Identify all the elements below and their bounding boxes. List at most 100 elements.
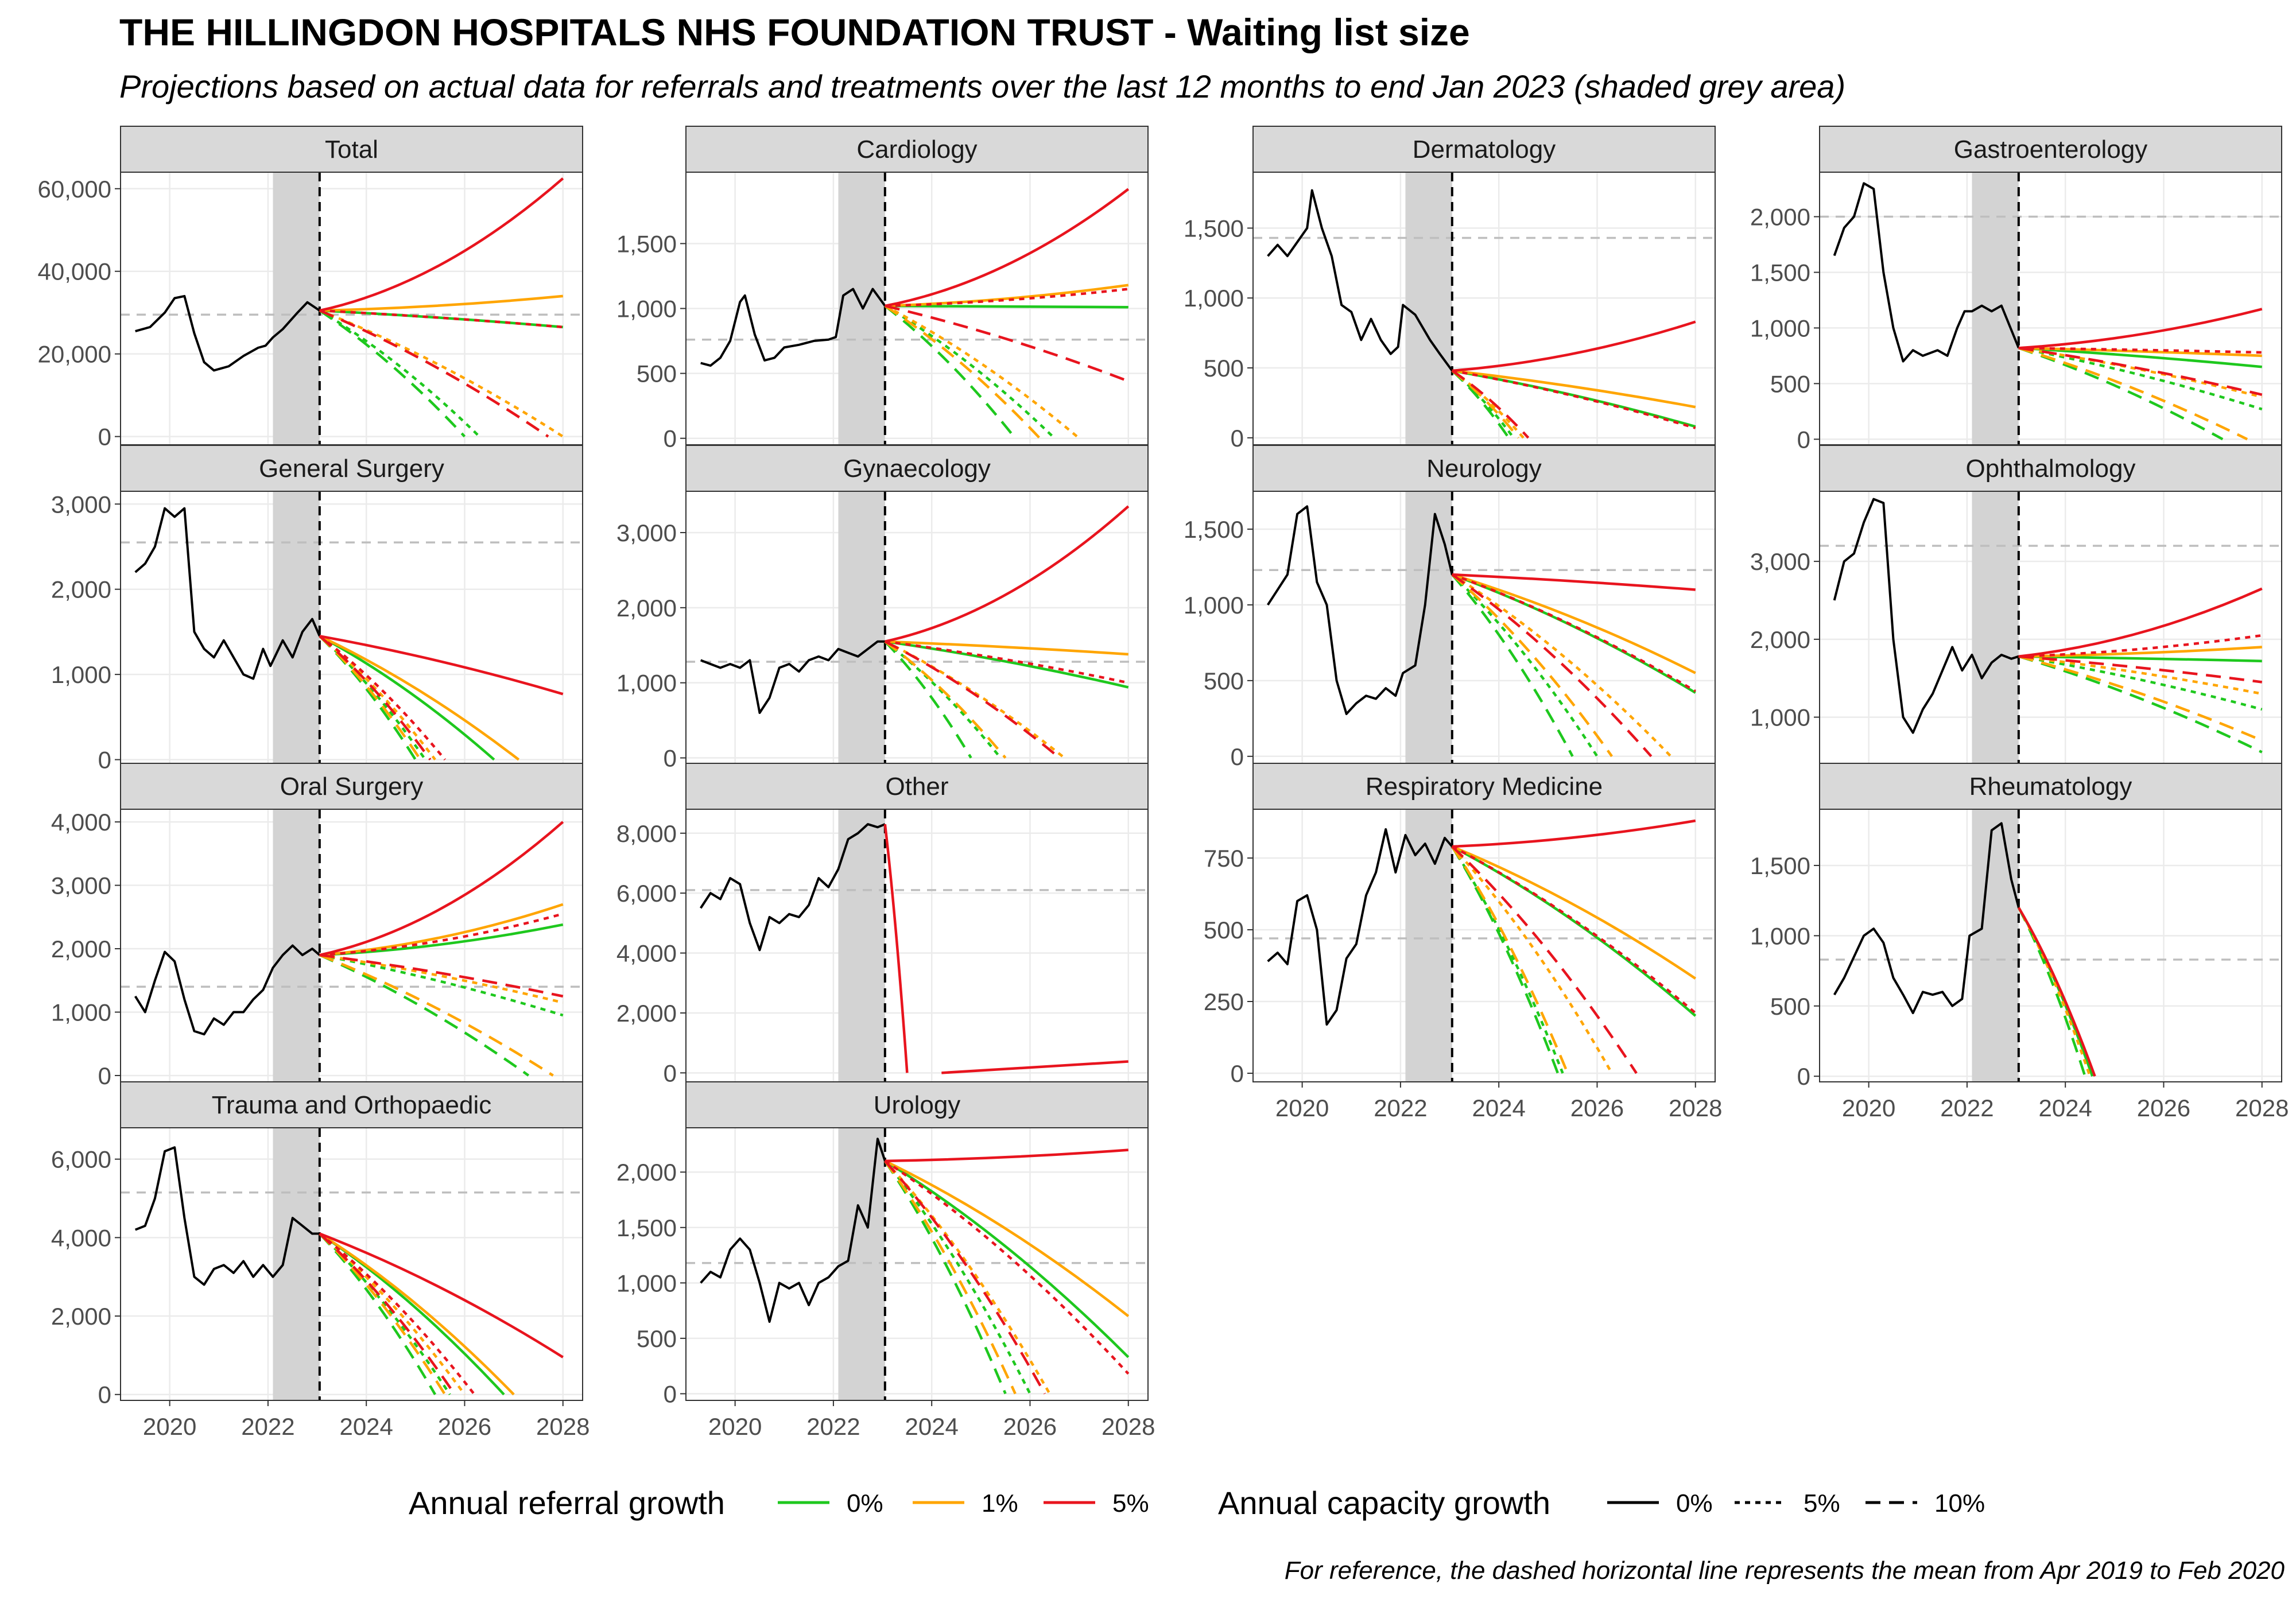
y-tick-label: 0 — [98, 747, 111, 774]
projection-line-0pct-cap-10pct — [2017, 907, 2086, 1077]
y-tick-label: 1,000 — [1750, 704, 1810, 731]
projection-line-5pct-cap-10pct — [319, 1232, 456, 1396]
projection-line-5pct-cap-0pct — [1452, 320, 1696, 372]
panel-rheumatology: Rheumatology 0 500 1,000 1,500 2020 2022 2024 20… — [1750, 763, 2289, 1121]
projection-line-0pct-cap-0pct — [319, 635, 495, 761]
projection-line-0pct-cap-0pct — [1451, 845, 1697, 1017]
projection-line-5pct-cap-0pct — [2017, 907, 2096, 1077]
legend-label-capacity: 0% — [1676, 1489, 1713, 1517]
y-tick-label: 2,000 — [616, 595, 677, 622]
x-tick-label: 2024 — [905, 1413, 958, 1440]
y-tick-label: 2,000 — [616, 1000, 677, 1027]
panel-border — [120, 1127, 583, 1401]
y-tick-label: 2,000 — [616, 1159, 677, 1186]
projection-line-1pct-cap-5pct — [884, 640, 1065, 759]
panel-dermatology: Dermatology 0 500 1,000 1,500 — [1184, 126, 1716, 452]
strip-label: Gynaecology — [843, 455, 991, 483]
projection-line-0pct-cap-5pct — [1451, 370, 1515, 439]
strip-cardiology — [685, 126, 1149, 173]
panel-other: Other 0 2,000 4,000 6,000 8,000 — [616, 763, 1149, 1088]
y-tick-label: 500 — [1204, 917, 1244, 944]
projection-line-1pct-cap-5pct — [2017, 907, 2092, 1077]
strip-respiratory-medicine — [1252, 763, 1716, 810]
panel-gastroenterology: Gastroenterology 0 500 1,000 1,500 2,000 — [1750, 126, 2282, 453]
projection-line-5pct-cap-10pct — [1451, 573, 1653, 758]
projection-line-1pct-cap-10pct — [319, 953, 554, 1077]
panel-respiratory-medicine: Respiratory Medicine 0 250 500 750 2020 2022 20… — [1204, 763, 1722, 1121]
actual-series-line — [700, 823, 886, 952]
actual-series-line — [134, 944, 321, 1036]
y-tick-label: 1,000 — [1750, 922, 1810, 949]
projection-line-0pct-cap-5pct — [884, 640, 1002, 759]
panel-border — [1252, 809, 1716, 1082]
y-tick-label: 4,000 — [51, 809, 111, 836]
actual-series-line — [1833, 498, 2019, 734]
panel-background — [1253, 172, 1715, 445]
y-tick-label: 1,000 — [1184, 592, 1244, 619]
projection-line-0pct-cap-5pct — [1450, 845, 1564, 1074]
x-tick-label: 2020 — [1842, 1094, 1895, 1121]
y-tick-label: 2,000 — [1750, 626, 1810, 653]
chart-subtitle: Projections based on actual data for ref… — [119, 68, 1846, 104]
projection-line-1pct-cap-5pct — [1451, 845, 1614, 1074]
shaded-period — [273, 1128, 320, 1400]
panel-border — [1819, 809, 2282, 1082]
projection-line-5pct-cap-5pct — [319, 913, 564, 957]
legend: Annual referral growth 0% 1% 5% Annual capac… — [409, 1485, 1985, 1521]
projection-line-5pct-cap-0pct — [319, 635, 564, 696]
y-tick-label: 20,000 — [38, 341, 111, 368]
projection-line-5pct-cap-10pct — [1451, 845, 1638, 1074]
projection-line-1pct-cap-10pct — [2018, 347, 2248, 441]
projection-line-0pct-cap-5pct — [2018, 347, 2263, 411]
projection-line-5pct-cap-10pct — [884, 640, 1061, 759]
y-tick-label: 0 — [98, 1062, 111, 1089]
projection-line-1pct-cap-10pct — [884, 640, 1007, 759]
projection-line-0pct-cap-10pct — [319, 309, 466, 438]
projection-line-0pct-cap-5pct — [319, 953, 564, 1017]
projection-line-1pct-cap-0pct — [319, 1232, 515, 1396]
strip-label: Dermatology — [1413, 135, 1556, 164]
x-tick-label: 2028 — [1102, 1413, 1155, 1440]
x-tick-label: 2024 — [1472, 1094, 1525, 1121]
chart-title: THE HILLINGDON HOSPITALS NHS FOUNDATION … — [119, 11, 1470, 53]
projection-line-5pct-cap-10pct — [884, 1160, 1046, 1395]
strip-label: Oral Surgery — [280, 773, 423, 801]
y-tick-label: 500 — [1204, 667, 1244, 694]
projection-line-5pct-cap-10pct — [319, 635, 432, 760]
panel-general-surgery: General Surgery 0 1,000 2,000 3,000 — [51, 445, 583, 774]
shaded-period — [838, 1128, 885, 1400]
y-tick-label: 1,000 — [616, 296, 677, 323]
projection-line-5pct-cap-0pct — [883, 824, 909, 1073]
projection-line-1pct-cap-5pct — [1451, 573, 1672, 758]
y-tick-label: 1,500 — [616, 230, 677, 257]
panel-neurology: Neurology 0 500 1,000 1,500 — [1184, 445, 1716, 770]
strip-gynaecology — [685, 445, 1149, 492]
y-tick-label: 40,000 — [38, 258, 111, 285]
panel-trauma-and-orthopaedic: Trauma and Orthopaedic 0 2,000 4,000 6,000 20… — [51, 1081, 589, 1440]
projection-line-5pct-cap-10pct — [319, 953, 564, 998]
actual-series-line — [134, 507, 321, 680]
projection-line-5pct-cap-5pct — [319, 635, 446, 761]
strip-rheumatology — [1819, 763, 2282, 810]
strip-label: Ophthalmology — [1966, 455, 2136, 483]
y-tick-label: 1,500 — [616, 1214, 677, 1241]
projection-line-5pct-cap-10pct — [885, 304, 1129, 383]
y-tick-label: 1,500 — [1750, 852, 1810, 879]
y-tick-label: 500 — [637, 360, 677, 387]
y-tick-label: 1,500 — [1750, 259, 1810, 286]
projection-line-0pct-cap-5pct — [2018, 655, 2263, 711]
x-tick-label: 2022 — [1940, 1094, 1994, 1121]
x-tick-label: 2024 — [2038, 1094, 2092, 1121]
actual-series-line — [1267, 505, 1453, 715]
y-tick-label: 1,500 — [1184, 516, 1244, 543]
projection-line-1pct-cap-10pct — [884, 1160, 1017, 1395]
projection-line-1pct-cap-5pct — [319, 635, 436, 760]
x-tick-label: 2024 — [339, 1413, 393, 1440]
legend-label-referral: 1% — [982, 1489, 1018, 1517]
projection-line-5pct-cap-0pct — [1452, 573, 1696, 591]
projection-line-0pct-cap-5pct — [1451, 573, 1599, 758]
y-tick-label: 1,000 — [1184, 285, 1244, 312]
panel-cardiology: Cardiology 0 500 1,000 1,500 — [616, 126, 1149, 452]
x-tick-label: 2026 — [438, 1413, 491, 1440]
